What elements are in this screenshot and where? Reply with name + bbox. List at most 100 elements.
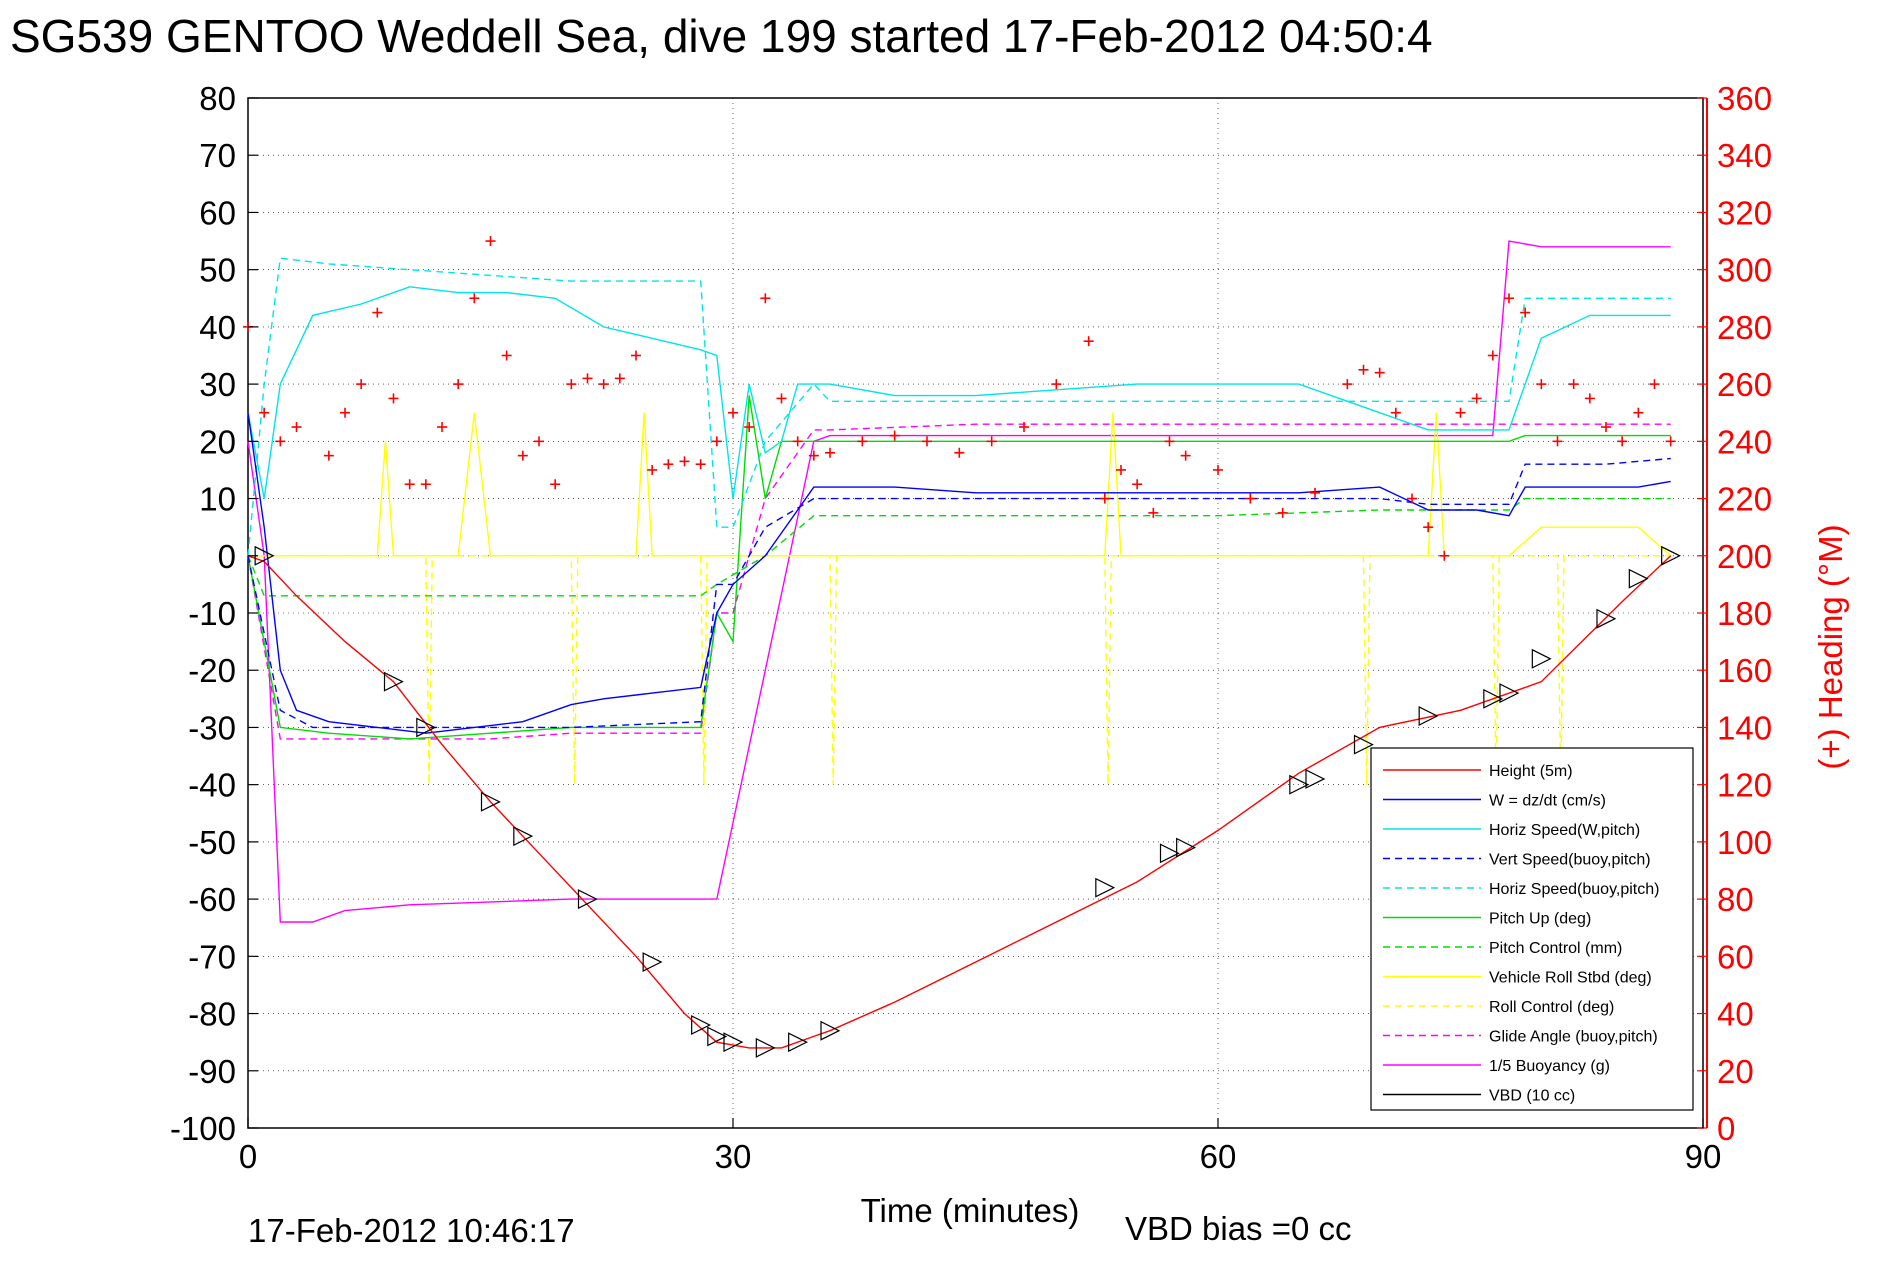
series-line-6 [247,497,1671,597]
heading-plus-marker [1083,336,1094,347]
heading-plus-marker [453,379,464,390]
y2-tick-label: 320 [1717,194,1772,231]
y2-tick-label: 80 [1717,881,1754,918]
y-tick-label: -80 [188,996,236,1033]
series-line-10 [247,240,1671,923]
chart-title: SG539 GENTOO Weddell Sea, dive 199 start… [10,10,1433,62]
heading-plus-marker [792,436,803,447]
triangle-marker [1628,568,1649,589]
heading-plus-marker [1342,379,1353,390]
y-tick-label: 0 [218,538,236,575]
legend-label: Roll Control (deg) [1489,999,1614,1016]
heading-plus-marker [372,307,383,318]
heading-plus-marker [1423,522,1434,533]
y-tick-label: 50 [199,252,236,289]
x-axis-label: Time (minutes) [861,1192,1080,1229]
y-tick-label: -20 [188,652,236,689]
triangle-marker [1661,545,1682,566]
legend-label: Horiz Speed(buoy,pitch) [1489,881,1659,898]
y2-tick-label: 240 [1717,423,1772,460]
y-tick-label: -50 [188,824,236,861]
heading-plus-marker [1277,507,1288,518]
triangle-marker [577,889,598,910]
axes: 80706050403020100-10-20-30-40-50-60-70-8… [170,80,1772,1175]
heading-plus-marker [437,422,447,433]
legend-label: W = dz/dt (cm/s) [1489,793,1606,810]
heading-plus-marker [420,479,431,490]
triangle-marker [1418,706,1439,726]
heading-plus-marker [857,436,868,447]
series-line-7 [248,412,1672,557]
heading-plus-marker [1665,436,1676,447]
series-line-1 [247,412,1671,734]
legend: Height (5m) W = dz/dt (cm/s) Horiz Speed(W… [1370,747,1694,1111]
heading-plus-marker [404,479,415,490]
heading-plus-marker [1536,379,1547,390]
heading-plus-marker [356,379,367,390]
y2-tick-label: 180 [1717,595,1772,632]
heading-plus-marker [776,393,787,404]
legend-item: Roll Control (deg) [1383,999,1614,1016]
heading-plus-marker [469,293,480,304]
legend-item: Pitch Up (deg) [1383,911,1591,928]
y-tick-label: 60 [199,194,236,231]
heading-plus-marker [808,450,819,461]
series-line-8 [248,555,1671,785]
y-tick-label: -10 [188,595,236,632]
x-tick-label: 0 [239,1138,257,1175]
triangle-marker [1305,768,1326,789]
y2-tick-label: 120 [1717,767,1772,804]
legend-label: Pitch Control (mm) [1489,940,1622,957]
y2-tick-label: 340 [1717,137,1772,174]
triangle-marker [723,1032,744,1053]
triangle-marker [480,791,501,812]
legend-item: Vert Speed(buoy,pitch) [1383,852,1651,869]
y2-tick-label: 200 [1717,538,1772,575]
series-line-9 [247,423,1671,740]
heading-plus-marker [711,436,722,447]
triangle-marker [1483,688,1504,709]
triangle-marker [707,1026,728,1047]
heading-plus-marker [598,379,609,390]
heading-markers [243,236,1676,561]
heading-plus-marker [1132,479,1143,490]
heading-plus-marker [1552,436,1563,447]
heading-plus-marker [1099,493,1110,504]
heading-plus-marker [1358,364,1369,375]
heading-plus-marker [534,436,544,447]
heading-plus-marker [631,350,641,361]
legend-item: 1/5 Buoyancy (g) [1383,1058,1610,1075]
x-tick-label: 30 [715,1138,752,1175]
y-tick-label: -100 [170,1110,236,1147]
triangle-marker [820,1020,841,1041]
heading-plus-marker [1584,393,1595,404]
footer-vbd-bias: VBD bias =0 cc [1125,1210,1352,1247]
y-tick-label: 20 [199,423,236,460]
triangle-marker [1596,608,1617,629]
heading-plus-marker [614,373,625,384]
y2-tick-label: 40 [1717,996,1754,1033]
heading-plus-marker [647,464,658,475]
heading-plus-marker [582,373,593,384]
triangle-marker [642,952,663,973]
heading-plus-marker [485,236,496,247]
legend-label: 1/5 Buoyancy (g) [1489,1058,1610,1075]
heading-plus-marker [1504,293,1514,304]
legend-item: VBD (10 cc) [1383,1088,1575,1105]
y2-tick-label: 300 [1717,252,1772,289]
heading-plus-marker [1633,407,1644,418]
y2-tick-label: 100 [1717,824,1772,861]
heading-plus-marker [1520,307,1531,318]
heading-plus-marker [825,447,835,458]
heading-plus-marker [889,430,900,441]
legend-label: Height (5m) [1489,763,1573,780]
triangle-marker [1499,683,1520,704]
heading-plus-marker [986,436,997,447]
y2-tick-label: 20 [1717,1053,1754,1090]
y2-tick-label: 140 [1717,709,1772,746]
heading-plus-marker [1374,367,1385,378]
y-tick-label: 80 [199,80,236,117]
heading-plus-marker [323,450,334,461]
y2-tick-label: 280 [1717,309,1772,346]
